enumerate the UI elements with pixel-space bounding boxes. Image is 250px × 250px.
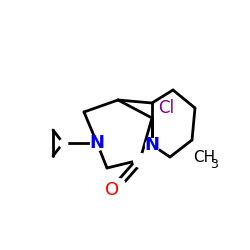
Text: 3: 3 xyxy=(210,158,218,172)
Text: N: N xyxy=(144,136,160,154)
Text: N: N xyxy=(90,134,104,152)
Text: CH: CH xyxy=(193,150,215,164)
Text: Cl: Cl xyxy=(158,99,174,117)
Text: O: O xyxy=(105,181,119,199)
